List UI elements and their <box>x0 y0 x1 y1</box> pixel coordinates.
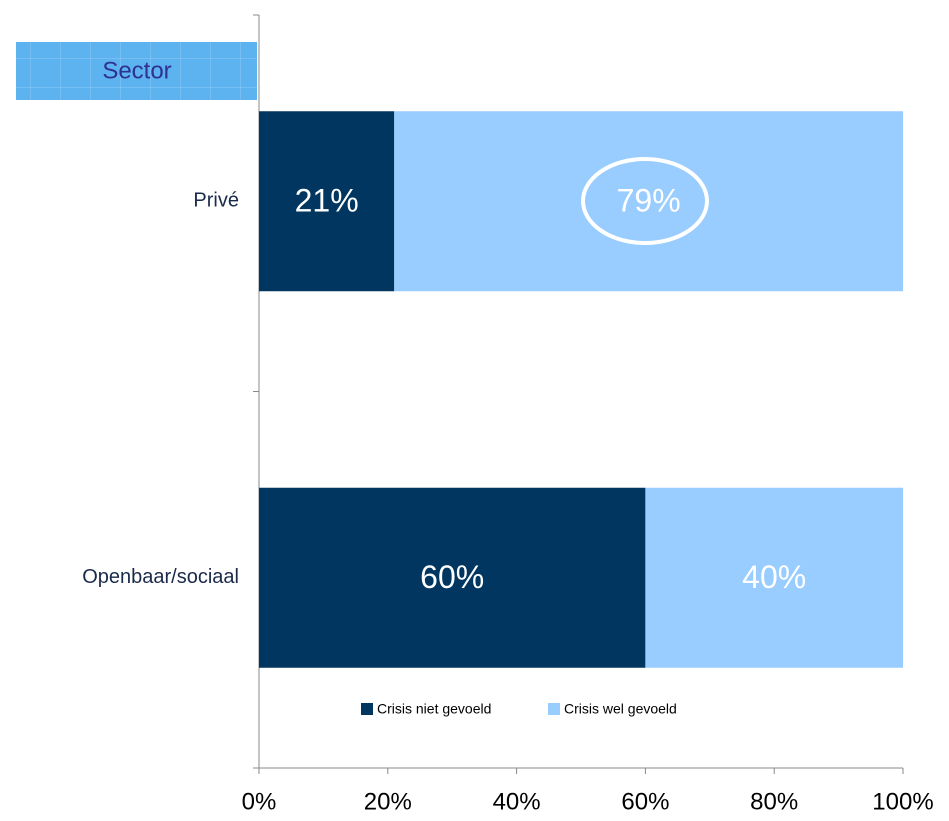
x-tick-label: 20% <box>364 788 412 815</box>
value-label: 79% <box>617 183 681 219</box>
value-label: 40% <box>742 559 806 595</box>
legend-label: Crisis niet gevoeld <box>377 701 491 717</box>
legend-swatch <box>548 703 560 715</box>
sector-label: Sector <box>102 57 171 84</box>
bar-segment <box>259 487 646 668</box>
y-tick-label: Privé <box>193 190 239 212</box>
y-tick-label: Openbaar/sociaal <box>82 566 239 588</box>
x-tick-label: 60% <box>621 788 669 815</box>
bar-segment <box>259 111 395 292</box>
x-tick-label: 40% <box>493 788 541 815</box>
legend-label: Crisis wel gevoeld <box>564 701 677 717</box>
value-label: 21% <box>295 183 359 219</box>
x-tick-label: 0% <box>242 788 277 815</box>
x-tick-label: 80% <box>750 788 798 815</box>
bar-segment <box>645 487 903 668</box>
x-tick-label: 100% <box>872 788 933 815</box>
highlight-circle <box>581 157 709 245</box>
legend-swatch <box>361 703 373 715</box>
bar-segment <box>394 111 903 292</box>
sector-box <box>16 42 257 100</box>
value-label: 60% <box>420 559 484 595</box>
